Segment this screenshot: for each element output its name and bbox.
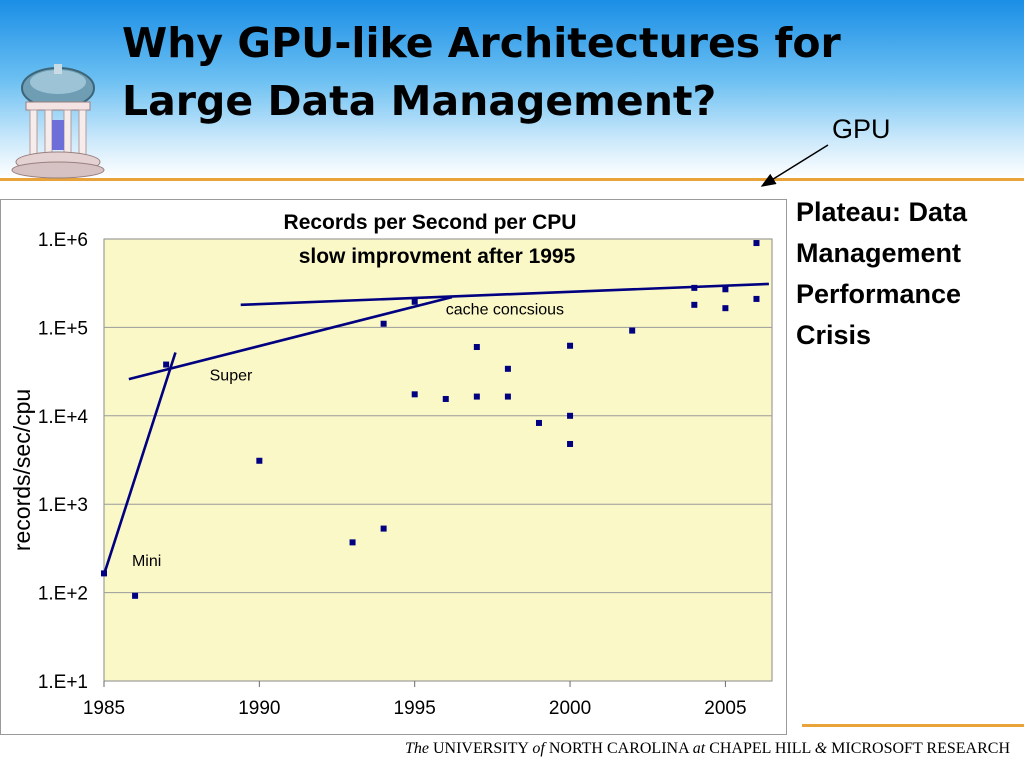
trend-line	[102, 352, 177, 575]
annotations: Mini Super cache concsious	[132, 301, 564, 570]
data-point	[349, 539, 356, 546]
data-point	[380, 320, 387, 327]
footer-the: The	[404, 740, 429, 757]
data-point	[473, 344, 480, 351]
x-tick-label: 1985	[83, 698, 125, 719]
data-point	[629, 327, 636, 334]
data-point	[411, 391, 418, 398]
data-point	[132, 592, 139, 599]
trend-line	[240, 282, 769, 307]
data-point	[567, 440, 574, 447]
data-point	[722, 286, 729, 293]
y-tick-label: 1.E+6	[38, 230, 88, 251]
chart-annotation: Super	[210, 368, 253, 385]
plot-area	[103, 238, 773, 682]
campus-gazebo-logo-icon	[11, 64, 105, 179]
data-point	[380, 525, 387, 532]
footer-divider	[802, 724, 1024, 727]
data-point	[691, 284, 698, 291]
chart-subtitle: slow improvment after 1995	[299, 245, 576, 268]
data-point	[504, 365, 511, 372]
footer-chapel-hill: CHAPEL HILL	[709, 740, 811, 757]
data-points	[101, 240, 760, 599]
data-point	[535, 419, 542, 426]
footer-at: at	[692, 740, 706, 757]
footer-of: of	[532, 740, 545, 757]
plateau-note: Plateau: Data Management Performance Cri…	[796, 197, 968, 350]
data-point	[504, 393, 511, 400]
data-point	[256, 457, 263, 464]
x-tick-label: 1990	[238, 698, 280, 719]
footer-university: UNIVERSITY	[432, 740, 529, 757]
slide-title-line-1: Why GPU-like Architectures for	[122, 19, 841, 67]
y-tick-label: 1.E+2	[38, 584, 88, 605]
chart-annotation: cache concsious	[446, 301, 564, 318]
data-point	[163, 361, 170, 368]
footer-microsoft: MICROSOFT RESEARCH	[831, 740, 1010, 757]
chart-annotation: Mini	[132, 553, 161, 570]
gpu-label: GPU	[832, 114, 891, 144]
x-tick-labels: 1985 1990 1995 2000 2005	[83, 681, 747, 719]
chart-container: 1.E+1 1.E+2 1.E+3 1.E+4 1.E+5 1.E+6 1985 1990 1…	[0, 199, 787, 735]
data-point	[411, 298, 418, 305]
slide-title: Why GPU-like Architectures for Large Dat…	[122, 14, 982, 130]
x-tick-label: 1995	[394, 698, 436, 719]
data-point	[753, 295, 760, 302]
y-tick-label: 1.E+1	[38, 672, 88, 693]
y-tick-label: 1.E+3	[38, 495, 88, 516]
slide-title-line-2: Large Data Management?	[122, 77, 717, 125]
y-tick-labels: 1.E+1 1.E+2 1.E+3 1.E+4 1.E+5 1.E+6	[38, 230, 89, 693]
y-tick-label: 1.E+5	[38, 318, 88, 339]
data-point	[473, 393, 480, 400]
data-point	[442, 395, 449, 402]
trend-lines	[102, 282, 769, 575]
header-band	[0, 0, 1024, 178]
header-divider	[0, 178, 1024, 181]
footer-north-carolina: NORTH CAROLINA	[548, 740, 689, 757]
data-point	[567, 342, 574, 349]
footer-amp: &	[814, 740, 828, 757]
x-tick-label: 2000	[549, 698, 591, 719]
y-axis-label: records/sec/cpu	[9, 389, 35, 551]
gridlines	[104, 326, 772, 594]
trend-line	[128, 295, 453, 381]
data-point	[722, 305, 729, 312]
data-point	[691, 301, 698, 308]
footer-institution-text: The UNIVERSITY of NORTH CAROLINA at CHAP…	[150, 740, 1010, 758]
data-point	[753, 240, 760, 247]
records-per-second-chart: 1.E+11.E+21.E+31.E+41.E+51.E+6 1985 1990 1…	[9, 211, 773, 719]
data-point	[567, 412, 574, 419]
x-tick-label: 2005	[704, 698, 746, 719]
y-tick-label: 1.E+4	[38, 407, 89, 428]
chart-title: Records per Second per CPU	[284, 211, 577, 234]
data-point	[101, 570, 107, 577]
